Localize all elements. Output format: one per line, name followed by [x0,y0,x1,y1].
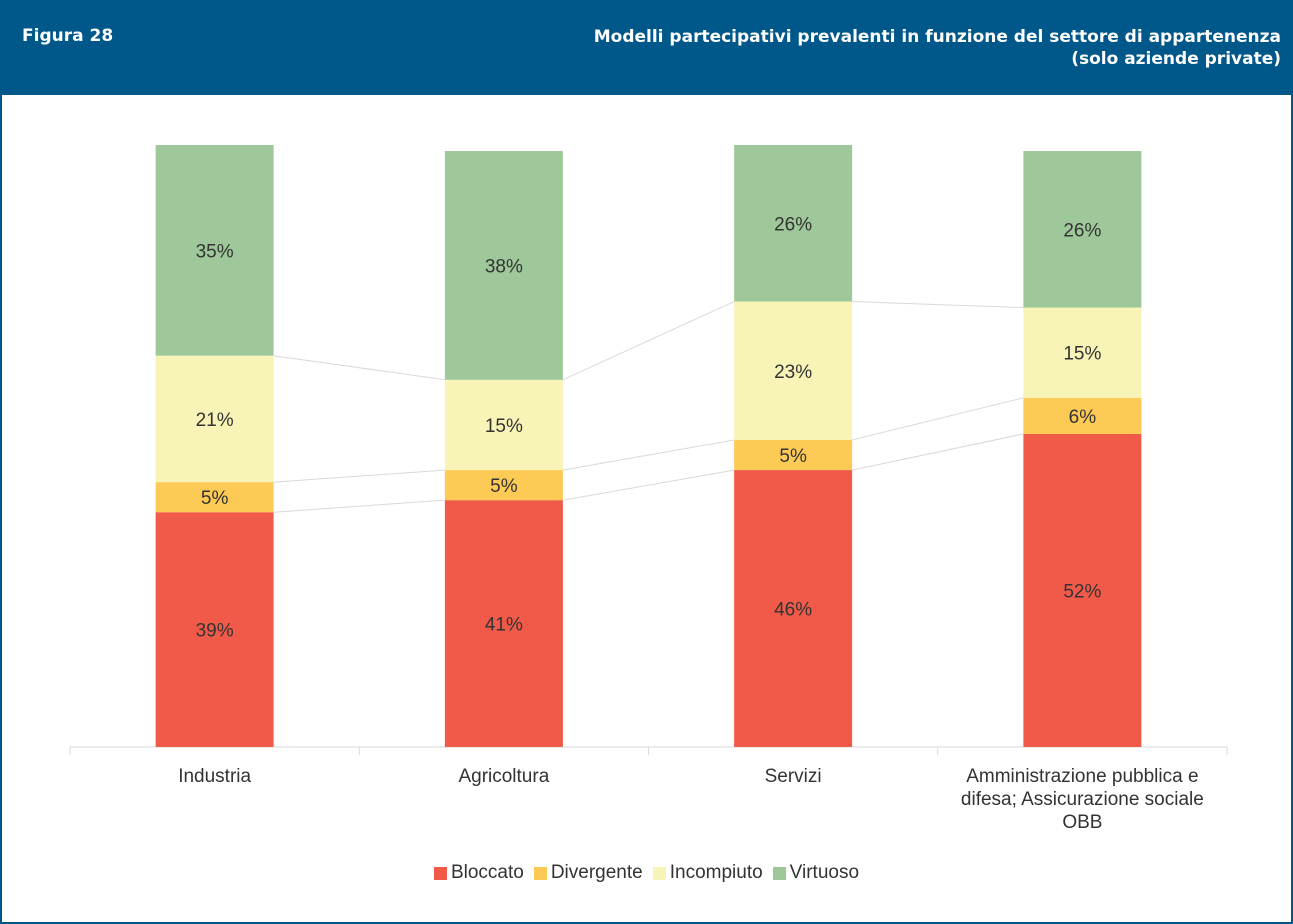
bar-segment [444,470,563,501]
series-connector [852,301,1024,309]
bar-segment [155,355,274,483]
series-connector [562,469,735,501]
bar-segment [155,512,274,747]
series-connector [273,499,445,513]
bar-segment [444,151,563,380]
series-connector [562,439,735,471]
series-connector [273,469,445,483]
bar-segment [1023,433,1142,747]
bar-segment [734,145,853,302]
x-tick-label: Servizi [764,766,822,787]
legend-item: Incompiuto [652,862,763,884]
legend: Bloccato Divergente Incompiuto Virtuoso [2,862,1291,884]
legend-swatch [533,866,547,880]
bar-segment [734,470,853,747]
bar-segment [1023,397,1142,434]
data-label: 38% [485,256,523,277]
data-label: 46% [774,600,812,621]
bar-segment [1023,307,1142,398]
data-label: 26% [774,214,812,235]
bar-segment [444,379,563,471]
bar-segment [734,301,853,440]
legend-swatch [652,866,666,880]
figure-label: Figura 28 [22,26,114,46]
bar-segment [444,500,563,747]
x-tick-label: Agricoltura [458,766,550,787]
bar-segment [155,145,274,356]
legend-label: Incompiuto [669,862,763,883]
legend-swatch [433,866,447,880]
series-connector [852,397,1024,441]
bar-segment [155,482,274,513]
x-tick-label: Amministrazione pubblica e difesa; Assic… [960,766,1204,833]
series-connector [562,301,735,381]
data-label: 5% [779,446,807,467]
legend-item: Bloccato [433,862,524,884]
data-label: 15% [485,416,523,437]
x-tick-label: Industria [178,766,252,787]
chart-title: Modelli partecipativi prevalenti in funz… [593,27,1281,47]
legend-item: Divergente [533,862,643,884]
series-connector [273,355,445,381]
legend-label: Bloccato [450,862,524,883]
data-label: 39% [196,621,234,642]
title-block: Modelli partecipativi prevalenti in funz… [594,26,1281,70]
legend-item: Virtuoso [772,862,860,884]
bar-segment [734,439,853,471]
legend-label: Divergente [550,862,643,883]
chart-subtitle: (solo aziende private) [1071,49,1281,69]
series-connector [852,433,1024,471]
data-label: 52% [1063,581,1101,602]
data-label: 5% [201,488,229,509]
legend-label: Virtuoso [789,862,860,883]
data-label: 6% [1069,407,1097,428]
data-label: 15% [1063,344,1101,365]
data-label: 26% [1063,220,1101,241]
data-label: 23% [774,362,812,383]
legend-swatch [772,866,786,880]
bar-segment [1023,151,1142,308]
header: Figura 28 Modelli partecipativi prevalen… [2,2,1291,95]
data-label: 41% [485,615,523,636]
data-label: 21% [196,410,234,431]
data-label: 5% [490,476,518,497]
data-label: 35% [196,241,234,262]
